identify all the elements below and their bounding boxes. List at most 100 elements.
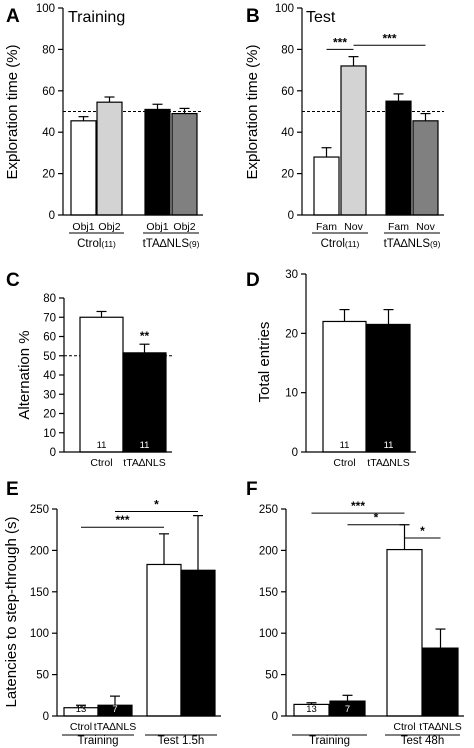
y-tick-label: 0 [50,447,56,459]
category-label: Nov [344,221,363,233]
bar [412,120,439,216]
bar [322,320,367,453]
group-label: Ctrol(11) [321,238,360,250]
y-tick-label: 0 [43,711,49,723]
y-tick-label: 100 [30,628,49,640]
panel-letter-a: A [6,6,20,27]
bar [386,548,423,717]
category-label: Fam [388,221,409,233]
y-tick-label: 80 [42,44,55,56]
bar [70,120,97,216]
category-label: Nov [416,221,435,233]
group-label: Training [77,735,118,747]
group-n: (11) [101,239,116,249]
group-label: Test 1.5h [158,735,205,747]
group-label: tTA∆NLS(9) [384,238,441,250]
y-tick-label: 0 [49,210,55,222]
group-label: Test 48h [401,735,444,747]
y-tick-label: 200 [30,545,49,557]
group-name: tTA∆NLS [384,238,431,250]
y-tick-label: 100 [275,3,294,15]
bar [122,352,167,453]
group-n: (11) [345,239,360,249]
group-n: (9) [189,239,200,249]
panel-letter-f: F [246,479,258,500]
bar [79,316,124,453]
category-label: Ctrol [70,721,92,733]
bar [180,569,216,717]
y-tick-label: 150 [259,587,278,599]
bar [340,65,367,216]
category-label: Obj2 [98,221,120,233]
bar [366,323,411,453]
n-label: 11 [97,440,107,451]
significance-label: *** [351,499,365,513]
y-tick-label: 40 [281,127,294,139]
y-axis-label: Exploration time (%) [244,44,261,179]
bar [96,101,123,216]
panel-letter-b: B [246,6,260,27]
y-tick-label: 50 [43,351,56,363]
category-label: Ctrol [90,457,112,469]
y-tick-label: 40 [42,127,55,139]
bar [385,100,412,216]
panel-letter-e: E [6,479,19,500]
panel-letter-d: D [246,270,260,291]
y-axis-label: Alternation % [16,330,33,419]
significance-label: ** [140,329,150,343]
y-tick-label: 40 [43,370,56,382]
bar [144,108,171,216]
y-tick-label: 200 [259,545,278,557]
group-name: tTA∆NLS [143,238,190,250]
category-label: tTA∆NLS [94,721,136,733]
significance-label: * [154,497,159,511]
significance-label: *** [382,31,396,45]
y-tick-label: 0 [272,711,278,723]
y-tick-label: 10 [43,428,56,440]
y-tick-label: 50 [36,670,49,682]
y-tick-label: 0 [288,210,294,222]
y-tick-label: 10 [285,388,298,400]
n-label: 11 [384,440,394,451]
bar [422,647,459,717]
group-label: Ctrol(11) [77,238,116,250]
group-name: Ctrol [321,238,345,250]
significance-label: *** [333,35,347,49]
y-tick-label: 100 [259,628,278,640]
y-tick-label: 20 [43,409,56,421]
y-tick-label: 0 [292,447,298,459]
y-tick-label: 60 [281,86,294,98]
y-tick-label: 250 [259,504,278,516]
category-label: tTA∆NLS [367,457,409,469]
y-axis-label: Latencies to step-through (s) [3,517,20,708]
y-tick-label: 20 [42,169,55,181]
n-label: 13 [306,704,317,715]
n-label: 13 [76,704,87,715]
category-label: tTA∆NLS [419,721,461,733]
y-tick-label: 80 [43,293,56,305]
bar [313,156,340,216]
n-label: 11 [340,440,350,451]
category-label: Obj2 [173,221,195,233]
y-tick-label: 30 [43,389,56,401]
n-label: 7 [345,704,350,715]
panel-title: Training [68,9,125,26]
y-axis-label: Exploration time (%) [4,44,21,179]
panel-letter-c: C [6,270,20,291]
y-tick-label: 70 [43,312,56,324]
y-tick-label: 80 [281,44,294,56]
y-tick-label: 50 [265,670,278,682]
n-label: 7 [112,704,117,715]
y-tick-label: 20 [281,169,294,181]
group-name: Ctrol [77,238,101,250]
bar [146,563,182,717]
group-n: (9) [430,239,441,249]
y-tick-label: 60 [43,332,56,344]
significance-label: * [374,511,379,525]
category-label: Ctrol [333,457,355,469]
y-tick-label: 30 [285,269,298,281]
group-label: tTA∆NLS(9) [143,238,200,250]
significance-label: *** [115,513,129,527]
y-tick-label: 250 [30,504,49,516]
